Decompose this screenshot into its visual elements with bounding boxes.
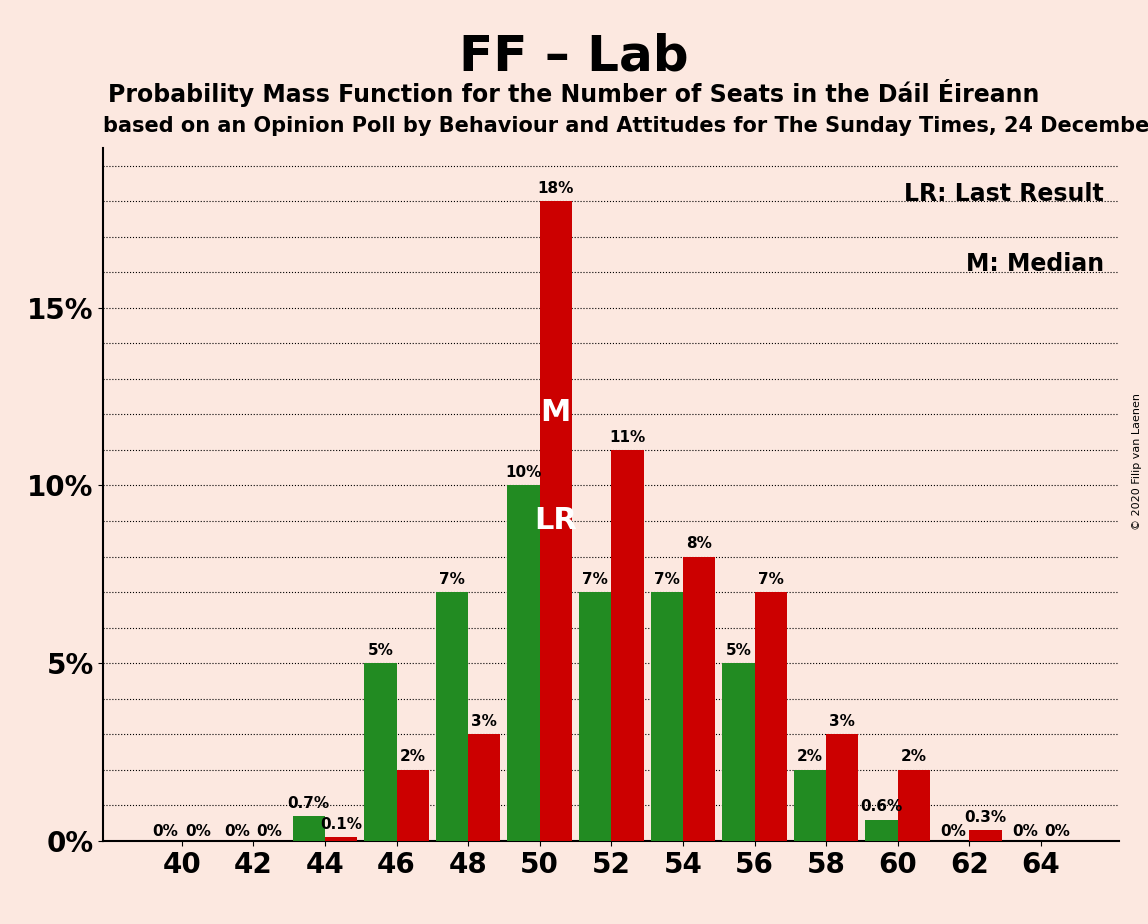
- Text: 0%: 0%: [940, 824, 967, 839]
- Text: 0%: 0%: [1044, 824, 1070, 839]
- Bar: [579, 592, 612, 841]
- Bar: [436, 592, 468, 841]
- Text: 7%: 7%: [654, 572, 680, 587]
- Bar: [651, 592, 683, 841]
- Text: 3%: 3%: [829, 714, 855, 729]
- Text: LR: Last Result: LR: Last Result: [905, 183, 1104, 206]
- Text: 0%: 0%: [1011, 824, 1038, 839]
- Bar: [293, 816, 325, 841]
- Bar: [611, 450, 644, 841]
- Text: 3%: 3%: [472, 714, 497, 729]
- Text: FF – Lab: FF – Lab: [459, 32, 689, 80]
- Text: 0%: 0%: [153, 824, 179, 839]
- Text: 0.3%: 0.3%: [964, 809, 1007, 825]
- Text: 5%: 5%: [367, 643, 394, 658]
- Text: M: Median: M: Median: [965, 252, 1104, 275]
- Bar: [794, 770, 827, 841]
- Text: 7%: 7%: [582, 572, 608, 587]
- Text: 11%: 11%: [610, 430, 645, 444]
- Bar: [396, 770, 428, 841]
- Text: M: M: [541, 397, 571, 427]
- Text: Probability Mass Function for the Number of Seats in the Dáil Éireann: Probability Mass Function for the Number…: [108, 79, 1040, 106]
- Text: 0%: 0%: [224, 824, 250, 839]
- Text: 0.1%: 0.1%: [320, 817, 362, 832]
- Text: based on an Opinion Poll by Behaviour and Attitudes for The Sunday Times, 24 Dec: based on an Opinion Poll by Behaviour an…: [103, 116, 1148, 136]
- Text: 0.6%: 0.6%: [861, 799, 902, 814]
- Text: 0%: 0%: [256, 824, 282, 839]
- Bar: [827, 735, 859, 841]
- Text: 0.7%: 0.7%: [288, 796, 329, 810]
- Text: 2%: 2%: [797, 749, 823, 764]
- Bar: [325, 837, 357, 841]
- Text: 2%: 2%: [400, 749, 426, 764]
- Text: 2%: 2%: [901, 749, 926, 764]
- Bar: [898, 770, 930, 841]
- Text: 7%: 7%: [758, 572, 784, 587]
- Bar: [507, 485, 540, 841]
- Text: 7%: 7%: [439, 572, 465, 587]
- Text: 18%: 18%: [537, 181, 574, 196]
- Bar: [754, 592, 786, 841]
- Text: 5%: 5%: [726, 643, 751, 658]
- Text: 0%: 0%: [185, 824, 211, 839]
- Bar: [969, 830, 1001, 841]
- Text: LR: LR: [534, 506, 577, 536]
- Bar: [468, 735, 501, 841]
- Bar: [683, 556, 715, 841]
- Text: 8%: 8%: [687, 536, 712, 552]
- Bar: [866, 820, 898, 841]
- Text: 10%: 10%: [505, 465, 542, 480]
- Bar: [540, 201, 572, 841]
- Text: © 2020 Filip van Laenen: © 2020 Filip van Laenen: [1132, 394, 1142, 530]
- Bar: [722, 663, 754, 841]
- Bar: [364, 663, 396, 841]
